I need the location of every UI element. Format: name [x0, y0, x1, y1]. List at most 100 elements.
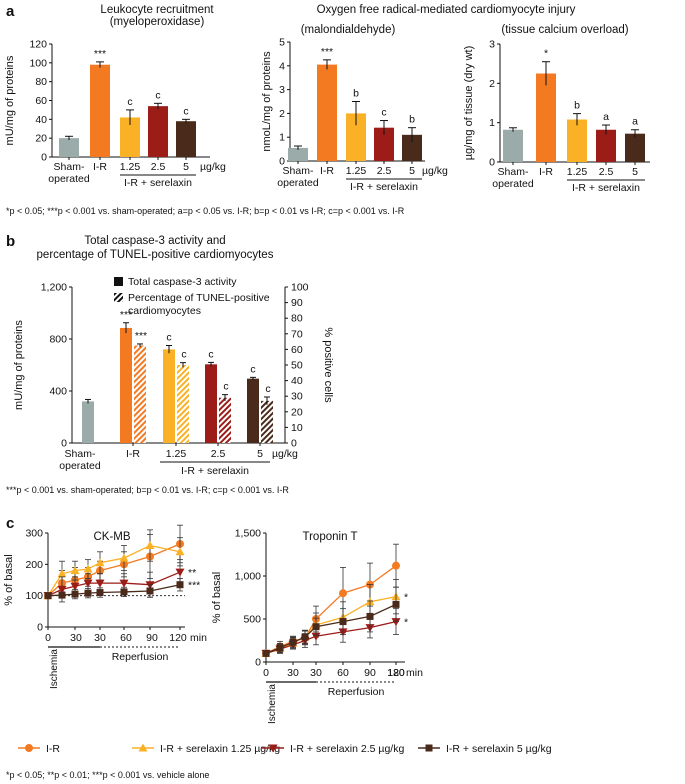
a3-bar	[536, 73, 556, 162]
b-tunel-bar	[219, 397, 231, 443]
c1-data-point	[175, 568, 185, 577]
footnote-b: ***p < 0.001 vs. sham-operated; b=p < 0.…	[6, 485, 289, 495]
c2-data-point	[262, 649, 270, 657]
a1-bar	[120, 117, 140, 157]
c1-y-tick-label: 0	[37, 622, 43, 634]
footnote-a: *p < 0.05; ***p < 0.001 vs. sham-operate…	[6, 206, 405, 216]
b-y-tick-label-left: 800	[49, 334, 67, 346]
a1-unit-label: µg/kg	[200, 161, 226, 173]
b-y-tick-label-right: 80	[291, 313, 303, 325]
c1-x-tick-label: 60	[120, 632, 132, 644]
a3-bar	[503, 129, 523, 162]
c2-data-point	[301, 633, 309, 641]
panel-label-a: a	[6, 3, 15, 20]
c2-x-label: min	[406, 667, 423, 679]
c1-end-sig: ***	[188, 580, 200, 592]
a2-bar	[346, 113, 366, 161]
chart-a3-subtitle: (tissue calcium overload)	[501, 24, 628, 36]
a2-y-tick-label: 0	[279, 156, 285, 168]
c2-data-point	[311, 632, 321, 641]
c1-reperfusion-label: Reperfusion	[112, 651, 169, 663]
b-y-tick-label-right: 50	[291, 360, 303, 372]
chart-b-subtitle: percentage of TUNEL-positive cardiomyocy…	[37, 249, 274, 261]
c1-data-point	[57, 585, 67, 594]
b-tunel-bar	[261, 400, 273, 443]
b-tunel-bar	[177, 365, 189, 443]
c1-y-tick-label: 200	[25, 559, 43, 571]
legend-label: I-R	[46, 743, 60, 755]
a3-bar	[567, 119, 587, 162]
b-y-tick-label-left: 1,200	[41, 282, 67, 294]
c1-data-point	[70, 582, 80, 591]
c2-series-line	[265, 603, 397, 655]
a1-x-tick-label: 2.5	[151, 161, 166, 173]
legend-label: I-R + serelaxin 1.25 µg/kg	[160, 743, 280, 755]
b-y-tick-label-right: 90	[291, 297, 303, 309]
c2-data-point	[366, 612, 374, 620]
c1-data-point	[58, 591, 66, 599]
b-y-label-left: mU/mg of proteins	[13, 320, 25, 410]
c1-series-line	[47, 584, 181, 597]
b-x-tick-label: 2.5	[211, 448, 226, 460]
b-x-tick-label: Sham-operated	[59, 448, 101, 472]
a3-x-tick-label: 2.5	[599, 166, 614, 178]
a1-y-tick-label: 100	[29, 57, 47, 69]
c2-x-tick-label: 180	[387, 667, 405, 679]
a1-x-tick-label: 1.25	[120, 161, 141, 173]
b-caspase-sig: ***	[120, 309, 132, 321]
a2-y-tick-label: 4	[279, 60, 285, 72]
c2-series-line	[265, 620, 397, 655]
legend-marker	[268, 744, 278, 753]
b-x-tick-label: 1.25	[166, 448, 187, 460]
b-legend-label: Total caspase-3 activity	[128, 276, 237, 288]
c1-data-point	[146, 587, 154, 595]
c1-x-tick-label: 120	[169, 632, 187, 644]
c2-y-tick-label: 1,000	[235, 571, 261, 583]
a3-sig-label: a	[632, 116, 638, 128]
a2-bar	[317, 64, 337, 161]
a2-y-tick-label: 2	[279, 108, 285, 120]
c1-ischemia-label: Ischemia	[49, 649, 60, 689]
a2-x-tick-label: Sham-operated	[277, 165, 319, 189]
a3-sig-label: *	[544, 48, 548, 60]
c2-x-tick-label: 0	[263, 667, 269, 679]
c2-data-point	[312, 623, 320, 631]
c1-y-tick-label: 100	[25, 590, 43, 602]
a2-y-label: nmoL/mg of proteins	[261, 51, 273, 152]
c1-x-label: min	[190, 632, 207, 644]
c1-data-point	[120, 588, 128, 596]
panel-label-c: c	[6, 515, 14, 532]
c1-data-point	[95, 558, 105, 567]
a2-x-tick-label: 1.25	[346, 165, 367, 177]
c1-data-point	[57, 569, 67, 578]
a2-y-tick-label: 1	[279, 132, 285, 144]
b-y-tick-label-right: 30	[291, 391, 303, 403]
c2-x-tick-label: 90	[364, 667, 376, 679]
a2-bar	[288, 147, 308, 161]
c1-data-point	[83, 579, 93, 588]
c2-end-sig: *	[404, 617, 408, 629]
legend-marker	[138, 743, 148, 752]
c1-data-point	[95, 579, 105, 588]
b-y-label-right: % positive cells	[322, 327, 334, 403]
b-caspase-sig: c	[208, 348, 213, 360]
c1-end-sig: **	[188, 567, 196, 579]
b-y-tick-label-right: 20	[291, 406, 303, 418]
c2-y-tick-label: 0	[255, 657, 261, 669]
a1-bar	[148, 106, 168, 157]
b-x-tick-label: 5	[257, 448, 263, 460]
a3-bar	[596, 129, 616, 162]
a1-y-tick-label: 20	[35, 133, 47, 145]
c1-data-point	[145, 541, 155, 550]
b-y-tick-label-right: 0	[291, 438, 297, 450]
a3-y-tick-label: 2	[489, 78, 495, 90]
a3-x-tick-label: Sham-operated	[492, 166, 534, 190]
legend-marker	[425, 744, 433, 752]
b-caspase-sig: c	[166, 332, 171, 344]
c1-x-tick-label: 0	[45, 632, 51, 644]
b-tunel-sig: c	[265, 383, 270, 395]
c1-x-tick-label: 30	[70, 632, 82, 644]
b-unit-label: µg/kg	[272, 448, 298, 460]
a1-y-tick-label: 0	[41, 152, 47, 164]
c2-y-tick-label: 1,500	[235, 528, 261, 540]
